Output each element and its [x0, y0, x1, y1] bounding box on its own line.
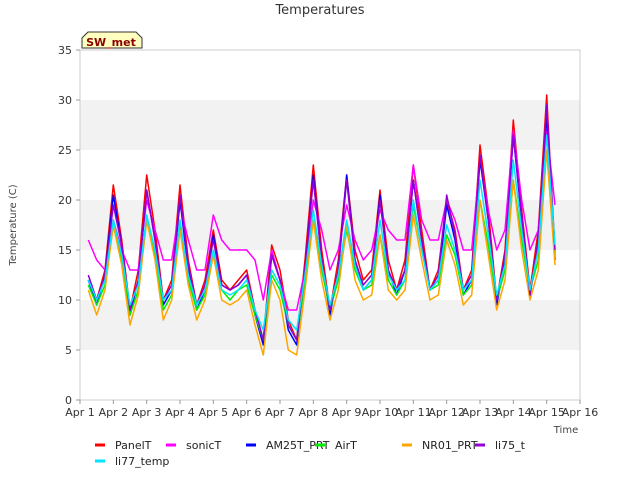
- x-tick-label: Apr 5: [199, 406, 229, 419]
- site-badge-shape: [81, 31, 143, 49]
- y-tick-label: 20: [58, 194, 72, 207]
- y-tick-label: 15: [58, 244, 72, 257]
- legend-label: li75_t: [495, 439, 526, 452]
- y-tick-label: 30: [58, 94, 72, 107]
- x-axis-label: Time: [553, 425, 578, 436]
- legend-label: sonicT: [186, 439, 222, 452]
- x-tick-label: Apr 12: [428, 406, 465, 419]
- x-tick-label: Apr 2: [99, 406, 129, 419]
- x-tick-label: Apr 6: [232, 406, 262, 419]
- series-line-li75_t: [87, 104, 556, 341]
- x-tick-label: Apr 1: [65, 406, 95, 419]
- x-tick-label: Apr 7: [265, 406, 295, 419]
- y-axis-label: Temperature (C): [8, 184, 19, 266]
- site-badge: SW_met: [81, 31, 143, 49]
- x-tick-label: Apr 11: [395, 406, 432, 419]
- x-tick-label: Apr 15: [528, 406, 565, 419]
- plot-band: [80, 200, 580, 250]
- x-tick-label: Apr 4: [165, 406, 195, 419]
- y-tick-label: 35: [58, 44, 72, 57]
- x-tick-label: Apr 9: [332, 406, 362, 419]
- legend-label: li77_temp: [115, 455, 169, 468]
- plot-band: [80, 100, 580, 150]
- legend-label: NR01_PRT: [422, 439, 478, 452]
- legend-label: AM25T_PRT: [266, 439, 330, 452]
- x-tick-label: Apr 14: [495, 406, 532, 419]
- series-line-li77_temp: [87, 134, 556, 331]
- y-tick-label: 25: [58, 144, 72, 157]
- y-tick-label: 10: [58, 294, 72, 307]
- series-line-nr01_prt: [87, 149, 556, 356]
- y-tick-label: 5: [65, 344, 72, 357]
- plot-area-border: [79, 49, 581, 401]
- legend-label: PanelT: [115, 439, 152, 452]
- x-tick-label: Apr 13: [462, 406, 499, 419]
- y-tick-label: 0: [65, 394, 72, 407]
- x-tick-label: Apr 3: [132, 406, 162, 419]
- y-axis-ticks: 0 5 10 15 20 25 30 35: [58, 44, 80, 407]
- x-tick-label: Apr 16: [562, 406, 599, 419]
- chart-title: Temperatures: [274, 3, 364, 18]
- x-tick-label: Apr 8: [299, 406, 329, 419]
- legend-label: AirT: [335, 439, 357, 452]
- series-lines: [87, 94, 556, 356]
- legend: PanelT sonicT AM25T_PRT AirT NR01_PRT li75_tl…: [95, 439, 526, 468]
- site-badge-label: SW_met: [86, 36, 136, 49]
- x-tick-label: Apr 10: [362, 406, 399, 419]
- x-axis-ticks: Apr 1 Apr 2 Apr 3 Apr 4 Apr 5 Apr 6 Apr 7 Apr 8…: [65, 400, 598, 419]
